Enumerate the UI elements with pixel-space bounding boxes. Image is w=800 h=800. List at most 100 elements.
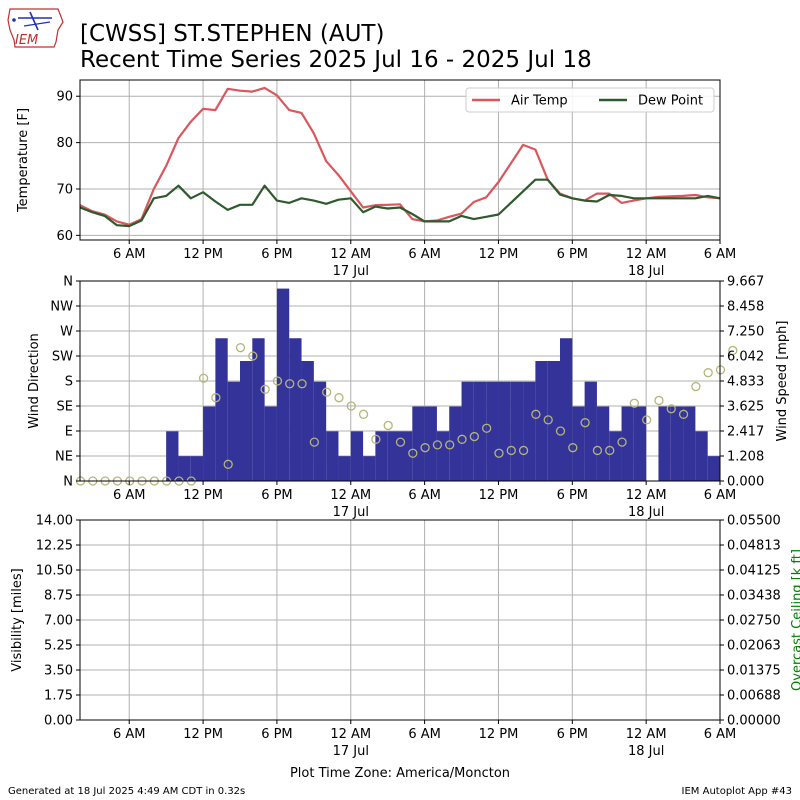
visibility-tick-label: 7.00 (44, 614, 73, 629)
chart-title-line2: Recent Time Series 2025 Jul 16 - 2025 Ju… (80, 47, 592, 73)
speed-tick-label: 0.000 (727, 475, 764, 490)
x-tick-date-label: 18 Jul (628, 505, 664, 520)
wind-speed-bar (289, 338, 302, 481)
wind-direction-marker (445, 440, 455, 450)
visibility-tick-label: 0.00 (44, 714, 73, 729)
legend-air-temp-label: Air Temp (511, 94, 568, 109)
wind-direction-marker (358, 409, 369, 419)
wind-direction-marker (617, 437, 627, 447)
wind-speed-bar (473, 381, 487, 481)
speed-tick-label: 4.833 (727, 375, 764, 390)
wind-speed-bar (658, 406, 671, 481)
wind-speed-bar (215, 338, 228, 481)
wind-direction-marker (506, 445, 516, 456)
wind-direction-marker (432, 440, 443, 450)
x-tick-date-label: 18 Jul (628, 744, 664, 759)
wind-speed-bar (363, 456, 376, 481)
x-tick-label: 6 PM (557, 488, 588, 503)
visibility-tick-label: 5.25 (44, 639, 73, 654)
speed-tick-label: 9.667 (727, 275, 764, 290)
y-tick-label: 90 (56, 90, 73, 105)
wind-speed-bar (621, 406, 634, 481)
x-tick-label: 6 AM (113, 488, 146, 503)
x-tick-label: 6 AM (113, 727, 146, 742)
y-tick-label: 80 (56, 136, 73, 151)
wind-direction-marker (469, 431, 479, 442)
wind-direction-marker (654, 395, 664, 406)
ceiling-tick-label: 0.02063 (727, 639, 781, 654)
wind-direction-marker (309, 437, 319, 447)
wind-speed-bar (523, 381, 536, 481)
x-tick-label: 6 AM (704, 727, 737, 742)
wind-speed-bar (166, 431, 179, 481)
wind-speed-bar (301, 361, 314, 481)
speed-tick-label: 6.042 (727, 350, 764, 365)
wind-direction-marker (580, 418, 590, 428)
wind-direction-marker (678, 409, 689, 419)
x-tick-label: 6 PM (261, 247, 292, 262)
wind-speed-bar (683, 406, 696, 481)
x-tick-label: 12 PM (183, 488, 223, 503)
x-tick-label: 12 AM (626, 488, 667, 503)
wind-direction-marker (518, 445, 529, 456)
wind-direction-marker (666, 404, 676, 414)
x-tick-date-label: 17 Jul (333, 264, 369, 279)
wind-direction-marker (211, 393, 221, 403)
wind-speed-bar (203, 406, 216, 481)
data-layer (75, 86, 738, 486)
speed-tick-label: 7.250 (727, 325, 764, 340)
x-axis-timezone-label: Plot Time Zone: America/Moncton (290, 766, 510, 781)
ceiling-axis-label: Overcast Ceiling [k ft] (790, 549, 800, 691)
tick-layer: 6 AM 12 PM 6 PM 12 AM 17 Jul 6 AM 12 PM 6 PM 12 … (36, 90, 781, 759)
x-tick-label: 12 PM (479, 727, 519, 742)
wind-direction-marker (494, 448, 504, 458)
x-tick-label: 12 PM (479, 488, 519, 503)
wind-direction-marker (605, 445, 615, 456)
wind-direction-marker (395, 437, 406, 447)
wind-speed-bar (707, 456, 720, 481)
wind-speed-bar (596, 406, 610, 481)
wind-direction-marker (531, 409, 541, 419)
x-tick-label: 12 PM (479, 247, 519, 262)
x-tick-label: 6 AM (704, 247, 737, 262)
visibility-tick-label: 14.00 (36, 514, 73, 529)
wind-speed-bar (350, 431, 364, 481)
x-tick-label: 6 AM (704, 488, 737, 503)
x-tick-date-label: 18 Jul (628, 264, 664, 279)
wind-speed-bar (449, 406, 462, 481)
visibility-axis-label: Visibility [miles] (10, 568, 25, 671)
wind-direction-marker (334, 393, 344, 403)
wind-direction-marker (322, 387, 332, 397)
visibility-tick-label: 3.50 (44, 664, 73, 679)
visibility-tick-label: 1.75 (44, 689, 73, 704)
wind-speed-bar (276, 288, 290, 481)
wind-speed-bar (584, 381, 597, 481)
wind-speed-bar (178, 456, 191, 481)
temperature-legend: Air Temp Dew Point (465, 87, 715, 113)
ceiling-tick-label: 0.03438 (727, 589, 781, 604)
wind-speed-bar (535, 361, 548, 481)
wind-direction-marker (408, 448, 418, 458)
x-tick-label: 12 AM (330, 727, 371, 742)
wind-direction-marker (457, 434, 467, 444)
wind-speed-bar (326, 431, 339, 481)
speed-tick-label: 2.417 (727, 425, 764, 440)
speed-tick-label: 1.208 (727, 450, 764, 465)
iem-logo: IEM (7, 8, 64, 48)
wind-speed-bar (375, 431, 388, 481)
direction-tick-label: E (65, 425, 73, 440)
wind-speed-bar (547, 361, 560, 481)
y-tick-label: 60 (56, 229, 73, 244)
wind-direction-marker (420, 443, 430, 453)
ceiling-tick-label: 0.05500 (727, 514, 781, 529)
wind-direction-marker (728, 345, 738, 356)
wind-speed-bar (313, 381, 327, 481)
x-tick-label: 12 AM (330, 488, 371, 503)
x-tick-label: 6 AM (408, 488, 441, 503)
wind-direction-marker (346, 401, 356, 411)
temperature-panel (79, 79, 721, 241)
wind-direction-marker (383, 420, 393, 431)
wind-speed-bar (695, 431, 708, 481)
x-tick-label: 12 AM (626, 727, 667, 742)
